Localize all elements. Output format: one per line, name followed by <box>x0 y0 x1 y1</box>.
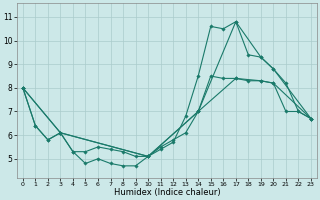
X-axis label: Humidex (Indice chaleur): Humidex (Indice chaleur) <box>114 188 220 197</box>
